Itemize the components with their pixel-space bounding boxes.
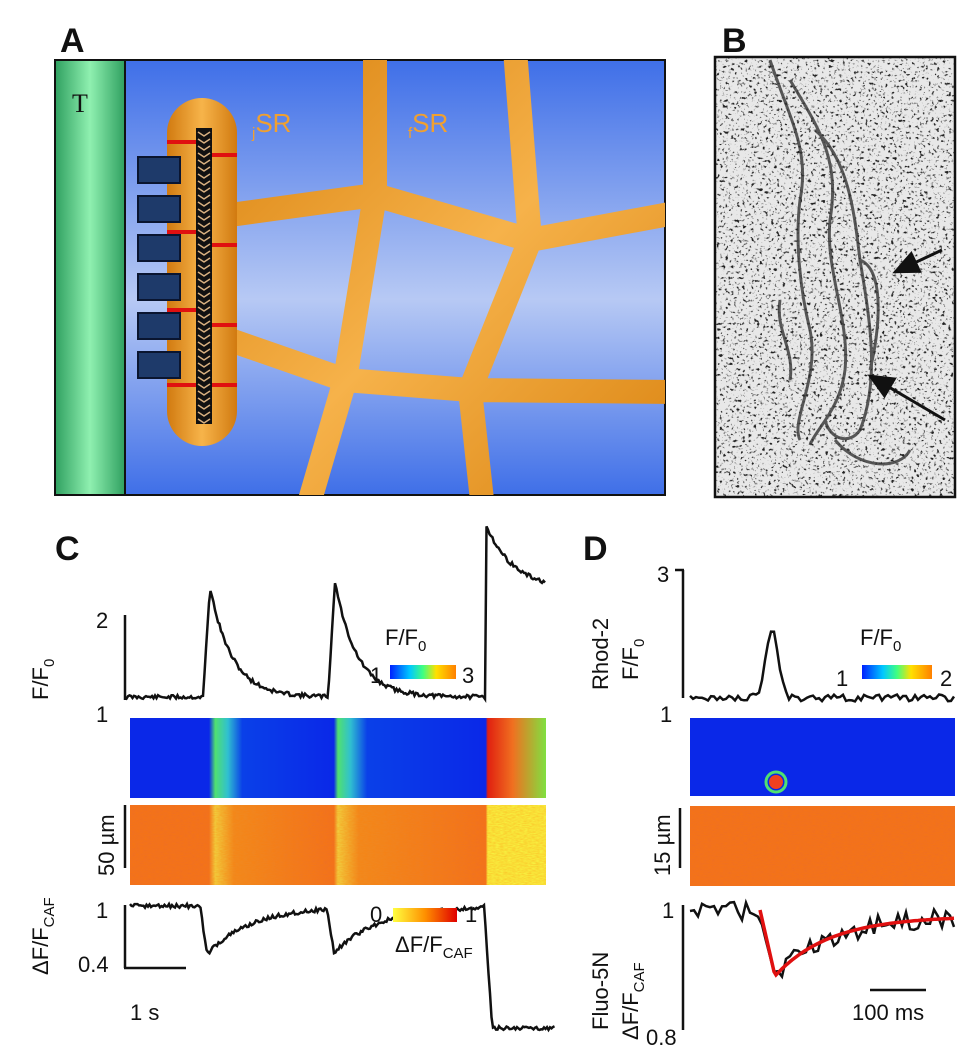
linescan-texture (690, 806, 955, 886)
fsr-label: fSR (408, 108, 448, 142)
colorbar-min: 1 (836, 666, 848, 691)
fit-curve (758, 909, 955, 978)
linescan-rhod (130, 718, 546, 798)
axis-label: F/F0 (618, 639, 648, 680)
colorbar-max: 3 (462, 663, 474, 688)
colorbar (393, 908, 457, 922)
panel-label: A (60, 22, 85, 60)
colorbar (862, 665, 932, 679)
tick-label: 1 (660, 702, 672, 727)
micrograph-frame (713, 55, 957, 499)
panel-label: D (583, 530, 608, 568)
colorbar-min: 1 (370, 663, 382, 688)
t-label: T (72, 89, 88, 118)
colorbar-title: F/F0 (385, 625, 426, 655)
scale-label: 100 ms (852, 1000, 924, 1025)
spark (769, 775, 783, 789)
tick-label: 1 (96, 702, 108, 727)
tick-label: 1 (96, 898, 108, 923)
trace (124, 525, 546, 704)
colorbar-title: ΔF/FCAF (395, 932, 473, 962)
scale-label: 1 s (130, 1000, 159, 1025)
panel-label: C (55, 530, 80, 568)
colorbar-max: 2 (940, 666, 952, 691)
linescan-rhod (690, 718, 955, 796)
panel-label: B (722, 22, 747, 60)
trace (129, 901, 556, 1033)
spark-halo (764, 770, 788, 794)
axis-label: ΔF/FCAF (28, 897, 58, 975)
tick-label: 0.8 (646, 1025, 677, 1050)
micrograph-membranes (768, 59, 912, 466)
ryr-zigzag (197, 131, 211, 424)
colorbar (390, 665, 456, 679)
t-tubule (54, 59, 126, 496)
tick-label: 3 (657, 562, 669, 587)
trace (689, 630, 956, 703)
jsr-label: jSR (251, 108, 291, 142)
colorbar-max: 1 (465, 902, 477, 927)
tick-label: 2 (96, 608, 108, 633)
tick-label: 0.4 (78, 952, 109, 977)
linescan-texture (130, 805, 546, 885)
colorbar-title: F/F0 (860, 625, 901, 655)
tick-label: 1 (662, 898, 674, 923)
dhpr-blocks (137, 156, 181, 379)
ryr-pattern (197, 131, 211, 424)
axis-label: F/F0 (28, 659, 58, 700)
junction-links (167, 140, 237, 387)
scale-label: 50 µm (94, 814, 119, 876)
axis-label: Rhod-2 (588, 618, 613, 690)
scale-label: 15 µm (650, 814, 675, 876)
axis-label: Fluo-5N (588, 952, 613, 1030)
arrow (867, 374, 946, 422)
arrow (892, 248, 943, 274)
free-sr-network (226, 60, 665, 495)
colorbar-min: 0 (370, 902, 382, 927)
axis-label: ΔF/FCAF (618, 962, 648, 1040)
trace (689, 898, 956, 980)
